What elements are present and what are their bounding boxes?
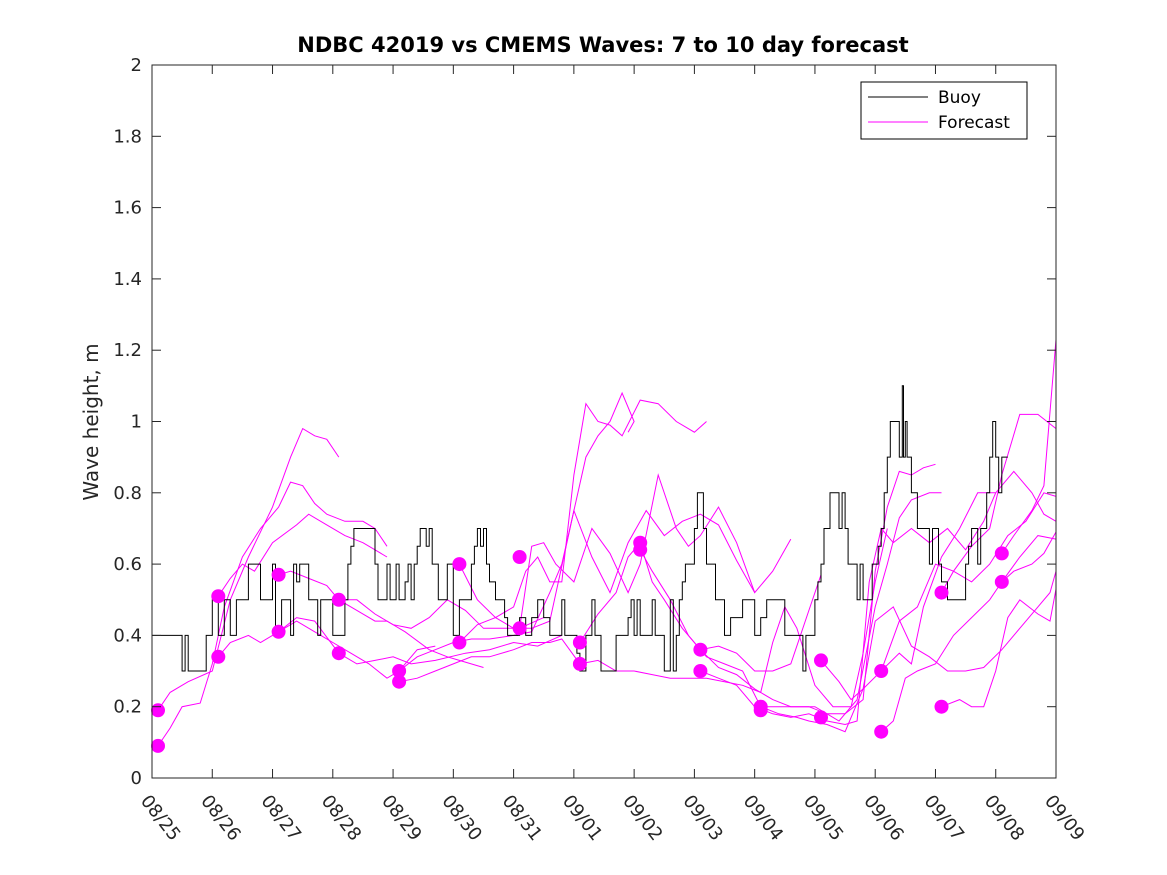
legend: Buoy Forecast — [860, 81, 1028, 140]
forecast-marker-15 — [572, 635, 587, 650]
forecast-line-9 — [399, 638, 581, 683]
y-tick-label: 1.8 — [113, 126, 142, 147]
y-tick-label: 0.2 — [113, 697, 142, 718]
forecast-marker-8 — [331, 646, 346, 661]
forecast-marker-29 — [994, 546, 1009, 561]
chart-title: NDBC 42019 vs CMEMS Waves: 7 to 10 day f… — [297, 33, 908, 57]
forecast-line-20 — [880, 470, 1057, 672]
forecast-marker-14 — [512, 621, 527, 636]
forecast-marker-6 — [271, 624, 286, 639]
forecast-marker-23 — [814, 653, 828, 668]
forecast-marker-28 — [934, 699, 949, 714]
forecast-marker-22 — [753, 703, 768, 718]
forecast-marker-7 — [331, 592, 346, 607]
forecast-marker-26 — [874, 724, 889, 739]
forecast-marker-1 — [151, 703, 165, 718]
y-tick-label: 0.6 — [113, 554, 142, 575]
forecast-line-7 — [338, 599, 544, 629]
y-tick-label: 1.2 — [113, 340, 142, 361]
plot-content — [151, 339, 1057, 753]
y-tick-label: 1 — [131, 412, 142, 433]
y-tick-label: 1.6 — [113, 198, 142, 219]
forecast-line-11 — [459, 399, 707, 643]
y-tick-label: 1.4 — [113, 269, 142, 290]
forecast-marker-4 — [211, 649, 226, 664]
y-tick-label: 0 — [131, 768, 142, 789]
forecast-marker-24 — [814, 710, 828, 725]
legend-buoy-label: Buoy — [938, 88, 981, 108]
forecast-line-6 — [278, 617, 563, 665]
y-axis: 0 0.2 0.4 0.6 0.8 1 1.2 1.4 1.6 1.8 2 — [113, 55, 1056, 789]
forecast-marker-25 — [874, 664, 889, 678]
y-tick-label: 0.4 — [113, 625, 142, 646]
forecast-line-19 — [820, 571, 1057, 701]
forecast-marker-10 — [392, 674, 407, 689]
buoy-line — [152, 385, 1008, 672]
forecast-line-23 — [941, 589, 1057, 708]
forecast-line-16 — [700, 463, 936, 715]
forecast-marker-12 — [452, 635, 467, 650]
forecast-marker-13 — [512, 550, 527, 564]
forecast-marker-20 — [693, 664, 708, 678]
forecast-line-12 — [519, 473, 792, 629]
forecast-marker-18 — [633, 542, 648, 557]
forecast-marker-19 — [693, 642, 708, 657]
forecast-marker-30 — [994, 574, 1009, 589]
forecast-marker-9 — [392, 664, 407, 678]
legend-box — [860, 81, 1028, 140]
y-axis-label: Wave height, m — [79, 343, 103, 500]
forecast-marker-5 — [271, 567, 286, 582]
forecast-marker-27 — [934, 585, 949, 600]
forecast-marker-11 — [452, 557, 467, 572]
y-tick-label: 0.8 — [113, 483, 142, 504]
forecast-line-21 — [880, 535, 1057, 733]
forecast-line-25 — [1001, 531, 1057, 583]
y-tick-label: 2 — [131, 55, 142, 76]
forecast-marker-3 — [211, 589, 226, 604]
forecast-line-1 — [157, 427, 340, 711]
legend-forecast-label: Forecast — [938, 113, 1010, 133]
forecast-marker-16 — [572, 656, 587, 671]
forecast-line-24 — [1001, 339, 1057, 554]
forecast-line-2 — [157, 481, 388, 747]
forecast-line-18 — [760, 492, 1057, 733]
forecast-marker-2 — [151, 738, 165, 753]
forecast-line-3 — [217, 513, 388, 597]
